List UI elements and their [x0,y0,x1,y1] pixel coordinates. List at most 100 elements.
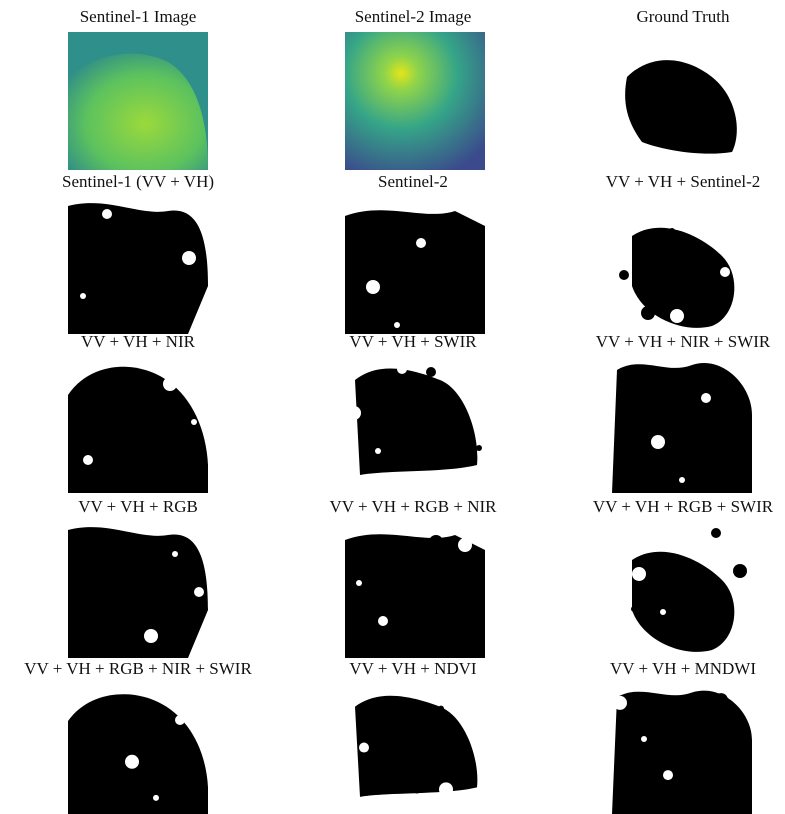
mask-speck [458,538,472,552]
mask-speck [144,629,158,643]
mask-speck [670,309,684,323]
mask-speck [143,548,149,554]
mask-speck [701,393,711,403]
mask-region [68,203,208,334]
panel-label: Sentinel-1 Image [80,7,197,26]
mask-speck [457,577,463,583]
panel-image [612,520,752,658]
mask-speck [181,290,187,296]
mask-speck [426,367,436,377]
mask-speck [448,403,462,417]
mask-speck [632,567,646,581]
mask-speck [191,419,197,425]
mask-speck [711,528,721,538]
mask-speck [445,241,455,251]
mask-speck [651,435,665,449]
panel-image [68,355,208,493]
mask-speck [125,755,139,769]
panel-label: VV + VH + RGB + NIR [330,497,498,516]
mask-speck [163,377,177,391]
mask-speck [115,626,129,640]
panel-label: VV + VH + RGB [78,497,198,516]
mask-speck [112,458,122,468]
mask-speck [682,525,692,535]
figure: Sentinel-1 ImageSentinel-2 ImageGround T… [0,0,785,814]
mask-speck [730,396,740,406]
mask-speck [153,248,167,262]
mask-speck [613,696,627,710]
mask-speck [397,364,407,374]
panel-label: VV + VH + SWIR [349,332,477,351]
mask-speck [359,743,369,753]
panel-label: Sentinel-2 [378,172,448,191]
mask-speck [622,432,636,446]
mask-speck [375,448,381,454]
panel-label: VV + VH + NIR + SWIR [596,332,771,351]
mask-speck [416,238,426,248]
mask-speck [429,535,443,549]
mask-speck [83,455,93,465]
panel-image [612,196,752,334]
panel-image [612,683,752,814]
mask-speck [660,609,666,615]
mask-speck [476,445,482,451]
mask-speck [162,416,168,422]
mask-speck [439,782,453,796]
panel-image [68,683,208,814]
panel-label: VV + VH + NDVI [349,659,476,678]
mask-region [612,363,752,493]
mask-region [345,534,485,658]
mask-speck [74,718,84,728]
mask-speck [172,551,178,557]
panel-label: VV + VH + RGB + SWIR [593,497,774,516]
mask-speck [631,606,637,612]
mask-speck [641,306,655,320]
mask-speck [407,619,417,629]
panel-image [612,355,752,493]
mask-speck [388,745,398,755]
mask-speck [194,587,204,597]
mask-speck [347,406,361,420]
mask-speck [366,280,380,294]
panel-image [345,196,485,334]
panel-image [345,520,485,658]
mask-speck [93,590,103,600]
mask-speck [378,616,388,626]
mask-speck [669,228,675,234]
mask-speck [733,564,747,578]
mask-speck [80,293,86,299]
mask-region [345,210,485,334]
panel-image [345,32,485,170]
panel-image [68,196,208,334]
mask-speck [438,706,444,712]
mask-speck [356,580,362,586]
image-bg [345,32,485,170]
mask-speck [467,708,473,714]
panel-label: VV + VH + Sentinel-2 [606,172,761,191]
mask-speck [410,779,424,793]
mask-speck [131,212,141,222]
mask-speck [182,251,196,265]
panel-image [68,32,208,170]
mask-speck [714,693,728,707]
mask-region [612,691,752,814]
panel-label: Ground Truth [636,7,730,26]
mask-speck [692,773,702,783]
mask-speck [619,270,629,280]
mask-speck [650,474,656,480]
mask-speck [96,752,110,766]
panel-image [345,355,485,493]
panel-image [68,520,208,658]
panel-label: VV + VH + NIR [81,332,196,351]
mask-speck [153,795,159,801]
mask-speck [720,267,730,277]
mask-speck [175,715,185,725]
mask-speck [641,736,647,742]
mask-speck [124,792,130,798]
mask-speck [467,277,481,291]
panel-image [612,32,752,170]
mask-speck [134,374,148,388]
mask-speck [365,319,371,325]
panel-label: Sentinel-1 (VV + VH) [62,172,214,191]
panel-label: VV + VH + MNDWI [610,659,756,678]
